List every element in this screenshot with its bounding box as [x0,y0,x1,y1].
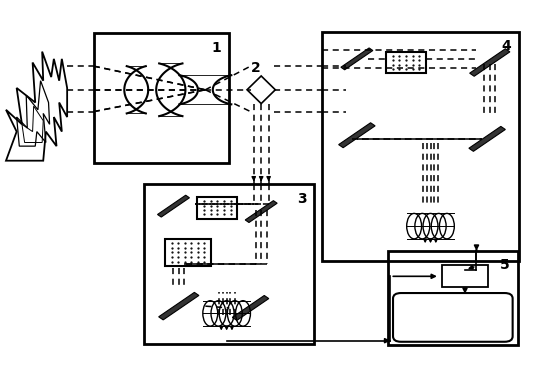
Polygon shape [247,76,276,104]
Polygon shape [470,49,510,76]
Text: 5: 5 [500,258,510,272]
Text: 2: 2 [251,61,261,75]
Bar [386,51,426,73]
Bar [387,251,518,345]
Polygon shape [469,126,505,151]
Polygon shape [338,123,375,148]
Polygon shape [341,48,373,70]
Polygon shape [232,296,269,320]
Bar [322,32,519,261]
Polygon shape [159,292,199,320]
Bar [165,239,211,266]
Text: 1: 1 [212,41,221,55]
Bar [197,197,237,219]
Bar [94,34,229,162]
Bar [144,184,314,344]
Polygon shape [157,195,189,217]
Text: 3: 3 [297,192,306,205]
Polygon shape [245,201,277,223]
Bar [442,265,488,287]
Text: 4: 4 [502,39,511,53]
